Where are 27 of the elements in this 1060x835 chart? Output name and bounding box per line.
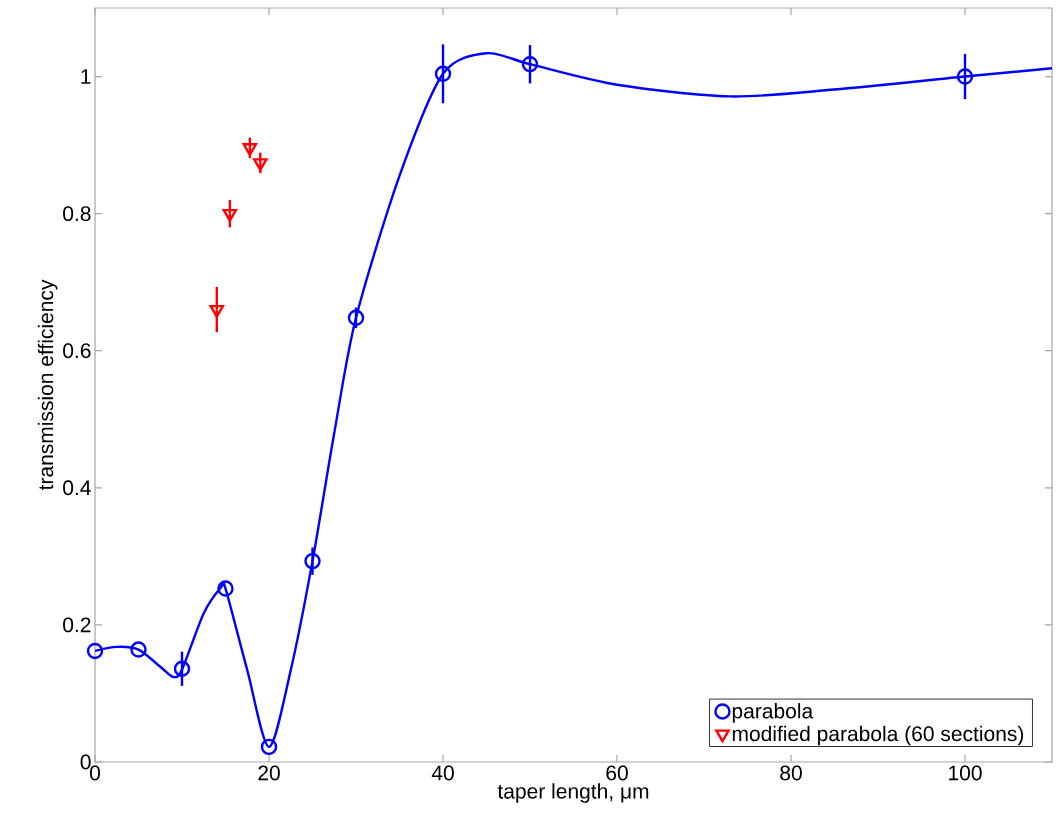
legend-label: modified parabola (60 sections) [732, 725, 1024, 746]
point [260, 738, 278, 756]
point [222, 208, 238, 222]
point [209, 304, 225, 318]
y-tick-label: 1 [81, 69, 91, 84]
y-tick-label: 0.8 [63, 206, 91, 222]
y-tick-label: 0.4 [63, 480, 91, 496]
x-axis-title: taper length, μm [497, 783, 649, 803]
x-tick-label: 100 [949, 765, 982, 781]
point [130, 641, 147, 658]
point [521, 56, 539, 73]
y-tick-label: 0.2 [63, 617, 91, 633]
point [173, 660, 191, 677]
point [86, 642, 104, 660]
point [217, 580, 234, 597]
x-tick-label: 60 [606, 765, 628, 781]
y-tick-label: 0.6 [63, 343, 91, 359]
point [347, 309, 365, 327]
x-tick-label: 20 [258, 765, 280, 781]
y-tick-label: 0 [80, 754, 91, 770]
x-tick-label: 80 [780, 765, 802, 781]
legend-label: parabola [732, 703, 814, 723]
point [434, 65, 452, 82]
y-axis-title: transmission efficiency [37, 279, 58, 491]
point [956, 68, 974, 85]
point [304, 552, 321, 570]
x-tick-label: 40 [431, 765, 454, 781]
